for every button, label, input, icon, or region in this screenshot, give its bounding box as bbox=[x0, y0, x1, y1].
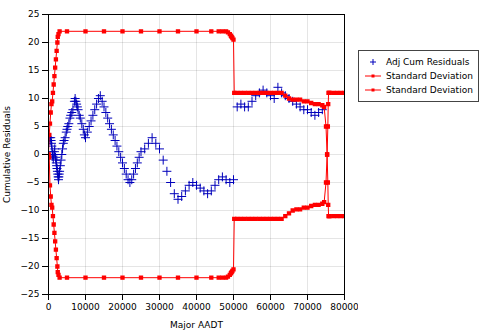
svg-text:Major AADT: Major AADT bbox=[170, 320, 223, 330]
svg-text:5: 5 bbox=[34, 121, 40, 131]
svg-text:30000: 30000 bbox=[145, 302, 174, 312]
html-text:Standard Deviation: Standard Deviation bbox=[386, 71, 473, 81]
svg-text:15: 15 bbox=[28, 65, 39, 75]
svg-text:0: 0 bbox=[46, 302, 52, 312]
svg-text:20: 20 bbox=[28, 37, 40, 47]
svg-text:80000: 80000 bbox=[330, 302, 358, 312]
svg-text:60000: 60000 bbox=[256, 302, 285, 312]
svg-text:−15: −15 bbox=[21, 233, 40, 243]
svg-text:−10: −10 bbox=[21, 205, 40, 215]
svg-text:50000: 50000 bbox=[219, 302, 248, 312]
svg-text:25: 25 bbox=[28, 9, 39, 19]
svg-text:10: 10 bbox=[28, 93, 40, 103]
svg-text:−20: −20 bbox=[21, 261, 40, 271]
svg-text:70000: 70000 bbox=[293, 302, 322, 312]
svg-text:40000: 40000 bbox=[182, 302, 211, 312]
svg-text:20000: 20000 bbox=[108, 302, 137, 312]
svg-text:0: 0 bbox=[34, 149, 40, 159]
html-text:Adj Cum Residuals: Adj Cum Residuals bbox=[386, 57, 470, 67]
svg-text:10000: 10000 bbox=[71, 302, 100, 312]
svg-text:−25: −25 bbox=[21, 289, 40, 299]
svg-text:Cumulative Residuals: Cumulative Residuals bbox=[2, 106, 12, 203]
svg-text:−5: −5 bbox=[26, 177, 39, 187]
html-text:Standard Deviation: Standard Deviation bbox=[386, 85, 473, 95]
